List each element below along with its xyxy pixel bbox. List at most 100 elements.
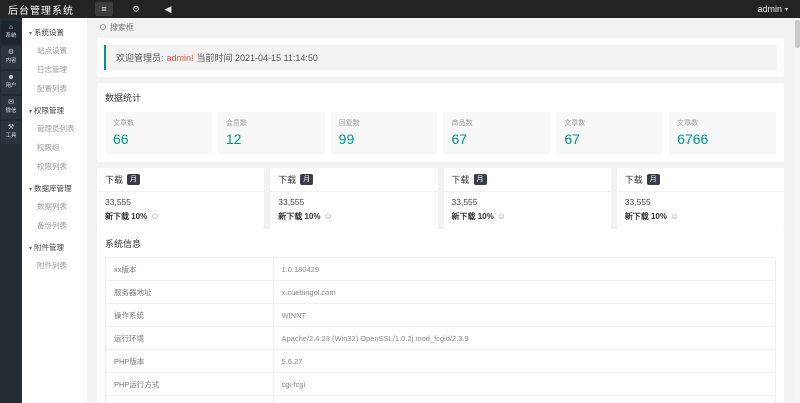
menu-item[interactable]: 权限组 <box>37 143 60 152</box>
menu-item[interactable]: 日志管理 <box>37 65 67 74</box>
download-sub: 新下载 10% ☺ <box>105 211 256 222</box>
stat-card: 回复数 99 <box>330 112 438 154</box>
system-info-panel: 系统信息 xx版本 1.0.180429 服务器地址 x.cuebi <box>97 229 784 403</box>
smile-icon: ☺ <box>323 211 333 221</box>
menu-toggle-button[interactable]: ≡ <box>95 2 113 16</box>
menu-group-label: 数据库管理 <box>34 184 72 193</box>
download-sub: 新下载 10% ☺ <box>452 211 603 222</box>
system-info-value: WINNT <box>272 303 776 327</box>
stat-value: 67 <box>564 131 580 147</box>
primary-sidebar-item[interactable]: ⌂ 系统 <box>1 21 21 44</box>
menu-group-header[interactable]: ▾ 权限管理 <box>22 101 87 119</box>
system-info-label: PHP运行方式 <box>105 372 274 396</box>
caret-down-icon: ▾ <box>29 187 33 193</box>
download-cards: 下载 月 33,555 新下载 10% ☺ <box>97 168 784 229</box>
welcome-alert: 欢迎管理员: admin! 当前时间 2021-04-15 11:14:50 <box>104 45 777 70</box>
scrollbar-track[interactable] <box>795 18 800 403</box>
menu-group: ▾ 附件管理 附件列表 <box>22 238 87 275</box>
download-sub: 新下载 10% ☺ <box>625 211 776 222</box>
search-box[interactable]: 搜索框 <box>87 18 800 36</box>
menu-item[interactable]: 权限列表 <box>37 162 67 171</box>
megaphone-icon: ◀ <box>164 3 172 14</box>
settings-button[interactable]: ⚙ <box>127 2 145 16</box>
stat-value: 67 <box>451 131 468 147</box>
system-info-value: 5.5.53 <box>272 395 776 403</box>
stat-card: 商品数 67 <box>443 112 551 154</box>
system-info-row: 服务器地址 x.cuebingol.com <box>105 280 776 304</box>
menu-group-label: 权限管理 <box>34 106 65 115</box>
stat-cards: 文章数 66 会员数 12 回复数 99 <box>105 112 776 154</box>
stat-label: 文章数 <box>564 120 586 127</box>
download-title: 下载 <box>278 175 297 185</box>
stat-label: 商品数 <box>451 120 473 127</box>
menu-group: ▾ 数据库管理 数据列表 备份列表 <box>22 179 87 235</box>
caret-down-icon: ▾ <box>29 246 33 252</box>
system-info-value: cgi-fcgi <box>272 372 776 396</box>
stat-value: 6766 <box>677 131 709 147</box>
download-card-header: 下载 月 <box>616 168 784 192</box>
search-label: 搜索框 <box>110 22 134 32</box>
stat-label: 回复数 <box>338 120 360 127</box>
primary-sidebar-item[interactable]: ✉ 微信 <box>1 96 21 119</box>
download-title: 下载 <box>105 175 124 185</box>
stat-value: 12 <box>225 131 242 147</box>
download-sub-label: 新下载 10% <box>624 212 667 221</box>
welcome-time: 当前时间 2021-04-15 11:14:50 <box>196 53 318 63</box>
system-info-value: Apache/2.4.23 (Win32) OpenSSL/1.0.2j mod… <box>272 326 776 350</box>
stats-panel: 数据统计 文章数 66 会员数 12 <box>97 83 784 162</box>
menu-item[interactable]: 备份列表 <box>37 221 67 230</box>
stat-card: 文章数 66 <box>105 112 212 154</box>
menu-group-label: 系统设置 <box>34 28 65 37</box>
download-card: 下载 月 33,555 新下载 10% ☺ <box>97 168 265 229</box>
menu-item[interactable]: 附件列表 <box>37 261 67 270</box>
stat-label: 文章数 <box>113 120 134 127</box>
system-info-label: xx版本 <box>105 257 274 281</box>
stat-card: 文章数 67 <box>556 112 664 154</box>
system-info-row: PHP版本 5.6.27 <box>105 349 776 373</box>
primary-sidebar-item-label: 工具 <box>5 133 17 139</box>
download-value: 33,555 <box>278 197 305 207</box>
announce-button[interactable]: ◀ <box>159 2 177 16</box>
caret-down-icon: ▾ <box>29 109 33 115</box>
menu-group-header[interactable]: ▾ 附件管理 <box>22 238 87 256</box>
menu-item[interactable]: 站点设置 <box>37 46 67 55</box>
download-value: 33,555 <box>624 197 651 207</box>
system-info-row: PHP运行方式 cgi-fcgi <box>105 372 776 396</box>
system-info-value: x.cuebingol.com <box>272 280 776 304</box>
menu-group-header[interactable]: ▾ 系统设置 <box>22 23 87 41</box>
month-badge: 月 <box>473 174 487 185</box>
welcome-panel: 欢迎管理员: admin! 当前时间 2021-04-15 11:14:50 <box>97 38 784 77</box>
primary-sidebar-item[interactable]: ⚒ 工具 <box>1 121 21 144</box>
system-info-value: 5.6.27 <box>272 349 776 373</box>
system-info-label: PHP版本 <box>105 349 274 373</box>
menu-item[interactable]: 配置列表 <box>37 84 67 93</box>
download-value: 33,555 <box>105 197 131 207</box>
system-info-label: MYSQL版本 <box>105 395 274 403</box>
username: admin <box>757 4 782 14</box>
menu-group: ▾ 权限管理 管理员列表 权限组 权限列表 <box>22 101 87 176</box>
wechat-icon: ✉ <box>8 99 14 106</box>
primary-sidebar-item[interactable]: ⚙ 内容 <box>1 46 21 69</box>
caret-down-icon: ▾ <box>29 31 33 37</box>
primary-sidebar-item-label: 用户 <box>5 83 17 89</box>
smile-icon: ☺ <box>496 211 506 221</box>
menu-item[interactable]: 数据列表 <box>37 202 67 211</box>
stat-value: 66 <box>113 131 129 147</box>
system-info-row: MYSQL版本 5.5.53 <box>105 395 776 403</box>
download-card-body: 33,555 新下载 10% ☺ <box>97 192 264 229</box>
smile-icon: ☺ <box>669 211 680 221</box>
menu-item[interactable]: 管理员列表 <box>37 124 75 133</box>
download-card-header: 下载 月 <box>97 168 265 192</box>
menu-group-header[interactable]: ▾ 数据库管理 <box>22 179 87 197</box>
download-sub-label: 新下载 10% <box>105 212 148 221</box>
wrench-icon: ⚒ <box>7 124 15 131</box>
primary-sidebar-item-label: 内容 <box>5 58 17 64</box>
download-sub-label: 新下载 10% <box>278 212 321 221</box>
stat-label: 会员数 <box>225 120 247 127</box>
primary-sidebar-item[interactable]: ☻ 用户 <box>1 71 21 94</box>
user-dropdown[interactable]: admin ▾ <box>757 4 800 14</box>
scrollbar-thumb[interactable] <box>795 20 800 48</box>
menu-group-children: 附件列表 <box>22 256 87 275</box>
download-value: 33,555 <box>451 197 478 207</box>
menu-group-children: 站点设置 日志管理 配置列表 <box>22 41 87 98</box>
